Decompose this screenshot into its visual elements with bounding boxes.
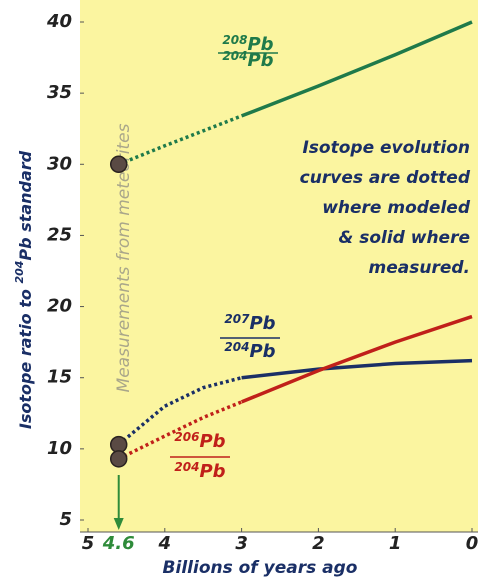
series-label-top: 208Pb bbox=[222, 33, 273, 56]
mass: 208 bbox=[222, 33, 247, 47]
measured-curve bbox=[240, 20, 473, 118]
y-tick-label: 20 bbox=[47, 296, 72, 317]
y-tick-label: 25 bbox=[47, 224, 72, 245]
element: Pb bbox=[249, 313, 275, 334]
element: Pb bbox=[249, 341, 275, 362]
measured-curve bbox=[240, 314, 473, 404]
y-tick-label: 10 bbox=[47, 438, 72, 459]
y-tick-label: 30 bbox=[47, 153, 72, 174]
meteorite bbox=[109, 155, 128, 174]
vertical-note: Measurements from meteorites bbox=[114, 123, 134, 392]
series-label-bottom: 204Pb bbox=[224, 340, 275, 363]
meteorite bbox=[109, 450, 128, 468]
arrow-head bbox=[113, 518, 124, 530]
mass: 207 bbox=[224, 312, 250, 326]
y-axis-label: Isotope ratio to 204Pb standard bbox=[13, 150, 35, 429]
element: Pb bbox=[199, 431, 225, 452]
annotation-line: where modeled bbox=[322, 198, 471, 218]
x-tick-label: 2 bbox=[312, 533, 325, 554]
mass: 204 bbox=[222, 49, 247, 63]
y-label-text: Isotope ratio to bbox=[16, 284, 35, 430]
y-tick-label: 40 bbox=[46, 11, 72, 32]
x-axis-label: Billions of years ago bbox=[163, 558, 358, 578]
annotation-line: Isotope evolution bbox=[302, 138, 470, 158]
annotation-line: curves are dotted bbox=[300, 168, 471, 188]
modeled-curve bbox=[117, 400, 243, 461]
element: Pb bbox=[247, 34, 273, 55]
x-tick-label: 0 bbox=[466, 533, 478, 554]
annotation-line: measured. bbox=[369, 258, 470, 278]
x-tick-label: 4 bbox=[158, 533, 172, 554]
x-tick-label: 1 bbox=[389, 533, 402, 554]
measured-curve bbox=[241, 358, 473, 380]
series-label-bottom: 204Pb bbox=[174, 460, 225, 483]
mass: 204 bbox=[174, 460, 199, 474]
marked-x-label: 4.6 bbox=[102, 533, 135, 554]
element: Pb bbox=[247, 50, 273, 71]
y-tick-label: 35 bbox=[47, 82, 72, 103]
element: Pb bbox=[199, 461, 225, 482]
y-tick-label: 15 bbox=[47, 367, 72, 388]
x-tick-label: 3 bbox=[235, 533, 248, 554]
annotation-line: & solid where bbox=[338, 228, 470, 248]
mass: 206 bbox=[174, 430, 199, 444]
series-label-top: 207Pb bbox=[224, 312, 275, 335]
modeled-curve bbox=[117, 376, 243, 446]
series-label-bottom: 204Pb bbox=[222, 49, 273, 72]
y-tick-label: 5 bbox=[59, 509, 72, 530]
series-label-top: 206Pb bbox=[174, 430, 225, 453]
x-tick-label: 5 bbox=[82, 533, 95, 554]
y-label-text: Pb standard bbox=[16, 150, 35, 260]
y-label-mass: 204 bbox=[13, 261, 26, 284]
mass: 204 bbox=[224, 340, 249, 354]
modeled-curve bbox=[118, 114, 243, 166]
